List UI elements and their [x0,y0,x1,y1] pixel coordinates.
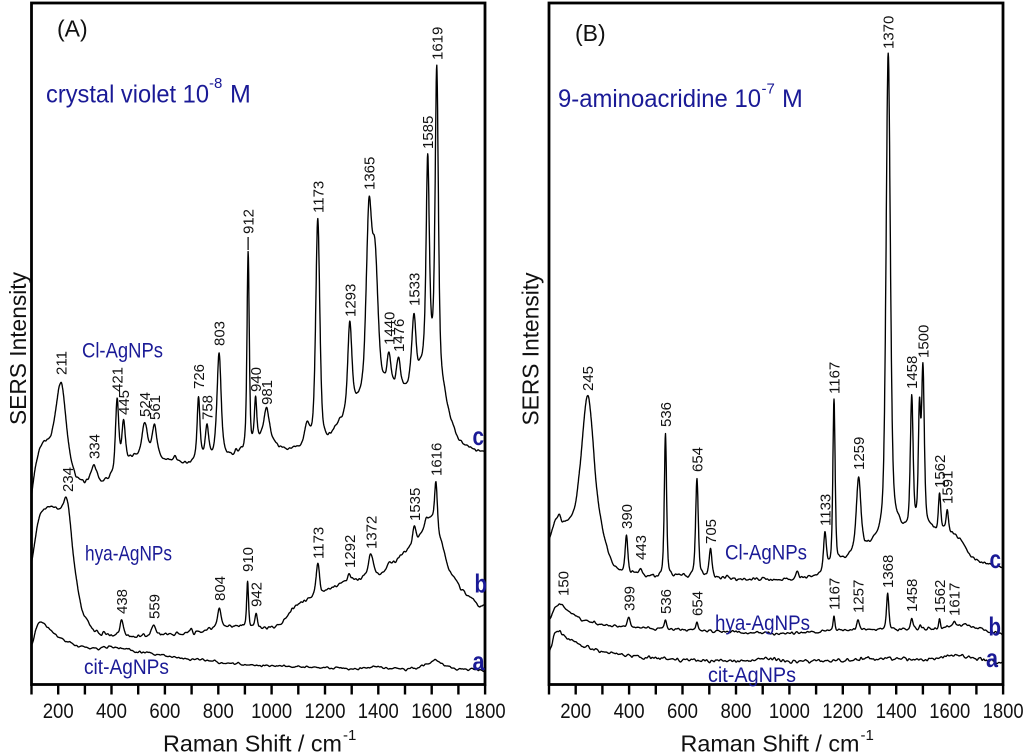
svg-text:Raman Shift / cm: Raman Shift / cm [681,731,860,753]
svg-text:(B): (B) [575,20,606,46]
svg-text:1458: 1458 [904,356,921,389]
svg-text:1800: 1800 [465,700,506,723]
svg-text:421: 421 [110,367,127,392]
svg-text:1365: 1365 [362,157,379,190]
svg-text:399: 399 [621,586,638,611]
svg-text:1440: 1440 [382,312,399,345]
svg-text:1562: 1562 [932,455,949,488]
svg-text:Cl-AgNPs: Cl-AgNPs [725,542,807,565]
svg-text:c: c [990,544,1002,574]
svg-text:1533: 1533 [406,273,423,306]
svg-text:1619: 1619 [429,27,446,60]
svg-text:1292: 1292 [342,535,359,568]
svg-text:940: 940 [248,367,265,392]
svg-text:1585: 1585 [420,116,437,149]
svg-text:M: M [782,85,803,113]
svg-text:1591: 1591 [940,471,957,504]
svg-text:1476: 1476 [391,319,408,352]
svg-text:600: 600 [149,700,180,723]
svg-text:-7: -7 [762,81,775,98]
svg-text:1600: 1600 [411,700,452,723]
svg-text:1616: 1616 [429,443,446,476]
svg-text:524: 524 [137,392,154,417]
svg-text:536: 536 [658,589,675,614]
svg-text:654: 654 [690,591,707,616]
svg-text:654: 654 [690,447,707,472]
svg-text:1800: 1800 [983,700,1024,723]
svg-text:1000: 1000 [769,700,810,723]
svg-text:804: 804 [212,576,229,601]
svg-text:561: 561 [147,395,164,420]
svg-text:1600: 1600 [929,700,970,723]
svg-text:1257: 1257 [851,580,868,613]
svg-text:cit-AgNPs: cit-AgNPs [84,656,169,679]
svg-text:234: 234 [60,467,77,492]
svg-text:-1: -1 [861,727,874,744]
svg-text:1562: 1562 [932,580,949,613]
svg-text:1370: 1370 [881,16,898,49]
svg-text:Cl-AgNPs: Cl-AgNPs [82,340,163,363]
svg-text:1458: 1458 [904,579,921,612]
svg-text:a: a [473,646,485,676]
svg-text:438: 438 [114,589,131,614]
svg-text:1368: 1368 [880,555,897,588]
svg-text:-8: -8 [209,75,222,92]
svg-text:1400: 1400 [358,700,399,723]
svg-text:200: 200 [43,700,74,723]
svg-text:1400: 1400 [876,700,917,723]
svg-text:1617: 1617 [947,583,964,616]
svg-text:400: 400 [614,700,645,723]
svg-text:1500: 1500 [915,325,932,358]
svg-text:crystal violet 10: crystal violet 10 [46,81,209,109]
svg-text:1173: 1173 [310,527,327,559]
svg-text:981: 981 [259,380,276,405]
svg-text:803: 803 [212,321,229,346]
svg-text:600: 600 [667,700,698,723]
svg-text:942: 942 [249,582,266,607]
svg-text:c: c [473,421,485,451]
svg-text:cit-AgNPs: cit-AgNPs [708,664,796,687]
svg-text:hya-AgNPs: hya-AgNPs [715,612,810,635]
svg-text:390: 390 [619,504,636,529]
svg-text:245: 245 [580,366,597,391]
svg-text:1535: 1535 [407,488,424,521]
svg-text:910: 910 [240,547,257,572]
svg-text:a: a [986,643,998,673]
svg-text:hya-AgNPs: hya-AgNPs [85,543,172,566]
svg-text:559: 559 [147,594,164,619]
svg-text:200: 200 [560,700,591,723]
svg-text:1133: 1133 [817,494,834,526]
svg-text:912: 912 [241,209,258,234]
svg-text:1372: 1372 [363,516,380,549]
svg-text:334: 334 [86,434,103,459]
svg-text:1259: 1259 [851,437,868,470]
svg-text:758: 758 [200,395,217,420]
svg-text:1167: 1167 [827,578,844,610]
svg-text:9-aminoacridine 10: 9-aminoacridine 10 [558,85,761,113]
svg-text:Raman Shift / cm: Raman Shift / cm [163,731,342,753]
svg-text:SERS Intensity: SERS Intensity [5,272,31,425]
svg-text:400: 400 [96,700,127,723]
svg-text:SERS Intensity: SERS Intensity [518,272,544,425]
svg-text:1000: 1000 [251,700,292,723]
svg-text:800: 800 [721,700,752,723]
svg-text:1173: 1173 [310,181,327,213]
svg-text:443: 443 [633,535,650,560]
svg-text:445: 445 [116,390,133,415]
svg-text:-1: -1 [343,727,356,744]
svg-text:800: 800 [203,700,234,723]
svg-text:536: 536 [658,402,675,427]
svg-text:705: 705 [703,519,720,544]
svg-text:726: 726 [191,364,208,389]
svg-text:211: 211 [54,351,71,375]
svg-text:b: b [989,612,1002,642]
svg-text:M: M [230,81,251,109]
svg-text:b: b [475,569,488,599]
svg-text:1167: 1167 [827,362,844,394]
svg-text:1200: 1200 [305,700,346,723]
svg-text:(A): (A) [57,16,88,42]
svg-text:1200: 1200 [822,700,863,723]
svg-text:150: 150 [555,571,572,596]
svg-text:1293: 1293 [342,284,359,317]
